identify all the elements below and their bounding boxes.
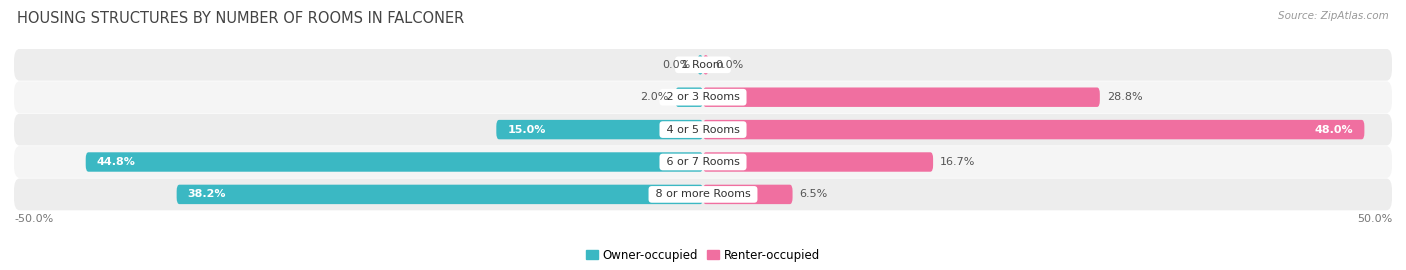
FancyBboxPatch shape	[703, 120, 1364, 139]
FancyBboxPatch shape	[14, 178, 1392, 210]
Text: 50.0%: 50.0%	[1357, 214, 1392, 224]
Text: 0.0%: 0.0%	[716, 60, 744, 70]
FancyBboxPatch shape	[14, 146, 1392, 178]
Text: 0.0%: 0.0%	[662, 60, 690, 70]
Legend: Owner-occupied, Renter-occupied: Owner-occupied, Renter-occupied	[581, 244, 825, 266]
FancyBboxPatch shape	[86, 152, 703, 172]
Text: 8 or more Rooms: 8 or more Rooms	[652, 189, 754, 200]
Text: 16.7%: 16.7%	[941, 157, 976, 167]
FancyBboxPatch shape	[675, 87, 703, 107]
Text: 2.0%: 2.0%	[640, 92, 669, 102]
Text: 44.8%: 44.8%	[97, 157, 135, 167]
FancyBboxPatch shape	[703, 87, 1099, 107]
Text: 15.0%: 15.0%	[508, 124, 546, 135]
Text: -50.0%: -50.0%	[14, 214, 53, 224]
Text: 4 or 5 Rooms: 4 or 5 Rooms	[662, 124, 744, 135]
FancyBboxPatch shape	[14, 114, 1392, 146]
FancyBboxPatch shape	[703, 185, 793, 204]
Text: 28.8%: 28.8%	[1107, 92, 1142, 102]
Text: 38.2%: 38.2%	[187, 189, 226, 200]
FancyBboxPatch shape	[177, 185, 703, 204]
Text: HOUSING STRUCTURES BY NUMBER OF ROOMS IN FALCONER: HOUSING STRUCTURES BY NUMBER OF ROOMS IN…	[17, 11, 464, 26]
Text: 2 or 3 Rooms: 2 or 3 Rooms	[662, 92, 744, 102]
Text: Source: ZipAtlas.com: Source: ZipAtlas.com	[1278, 11, 1389, 21]
FancyBboxPatch shape	[496, 120, 703, 139]
FancyBboxPatch shape	[14, 49, 1392, 81]
FancyBboxPatch shape	[703, 152, 934, 172]
Text: 6 or 7 Rooms: 6 or 7 Rooms	[662, 157, 744, 167]
Text: 6.5%: 6.5%	[800, 189, 828, 200]
FancyBboxPatch shape	[697, 55, 703, 75]
Text: 48.0%: 48.0%	[1315, 124, 1354, 135]
FancyBboxPatch shape	[14, 81, 1392, 113]
FancyBboxPatch shape	[703, 55, 709, 75]
Text: 1 Room: 1 Room	[679, 60, 727, 70]
